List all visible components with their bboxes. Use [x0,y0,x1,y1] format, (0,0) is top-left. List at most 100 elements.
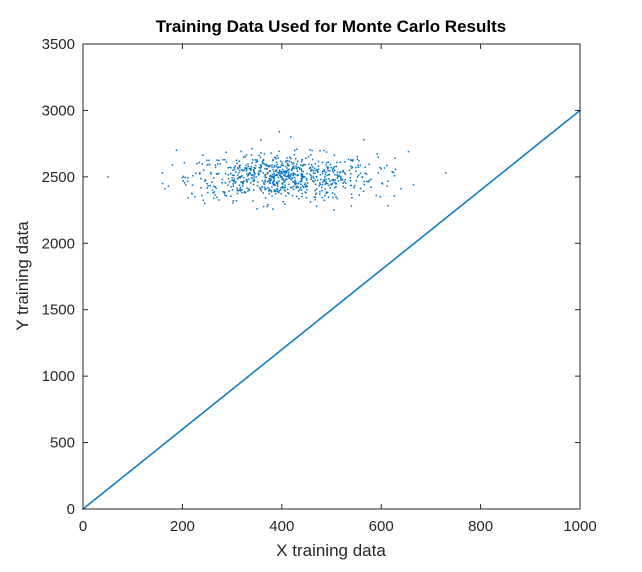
cluster-point [279,174,282,176]
linear-point [459,205,462,207]
linear-point [92,500,94,502]
cluster-point [284,190,287,192]
cluster-point [288,160,291,163]
linear-point [516,159,519,162]
cluster-point [260,165,263,168]
cluster-point [307,155,310,158]
linear-point [345,297,348,299]
cluster-point [299,186,302,189]
cluster-point [268,166,270,168]
cluster-point [286,164,289,166]
linear-point [319,317,322,320]
linear-point [123,475,125,478]
cluster-point [285,170,288,172]
linear-point [169,438,172,440]
cluster-point [276,154,279,157]
cluster-point [325,178,328,181]
linear-point [499,173,502,175]
linear-point [170,437,173,439]
cluster-point [300,172,303,175]
linear-point [498,174,501,176]
linear-point [270,357,272,360]
cluster-point [304,164,306,166]
cluster-point [248,167,251,170]
cluster-point [247,163,249,165]
cluster-point [267,171,269,174]
cluster-point [364,166,367,168]
cluster-point [268,165,270,167]
cluster-point [230,167,232,169]
cluster-point [247,188,250,190]
cluster-point [278,150,280,153]
cluster-point [306,172,308,175]
linear-point [513,162,516,164]
linear-point [276,352,278,355]
plot-area-frame [82,43,581,510]
cluster-point [199,171,201,174]
cluster-point [335,186,337,188]
cluster-point [321,172,324,175]
cluster-point [331,196,334,199]
cluster-point [304,182,307,184]
linear-point [231,388,233,391]
cluster-point [268,189,271,191]
cluster-point [229,166,231,169]
linear-point [289,341,292,344]
linear-point [140,461,143,463]
cluster-point [204,179,207,181]
cluster-point [287,175,289,177]
linear-point [202,411,205,414]
cluster-point [213,185,215,188]
linear-point [550,132,552,135]
linear-point [495,176,498,179]
linear-point [408,246,410,249]
linear-point [218,399,220,401]
cluster-point [301,173,303,175]
cluster-point [359,172,362,175]
linear-point [419,238,421,240]
cluster-point [275,173,278,176]
linear-point [491,179,494,182]
cluster-point [213,191,216,193]
linear-point [105,489,107,492]
linear-point [107,488,109,490]
cluster-point [300,168,303,170]
cluster-point [265,163,268,166]
linear-point [485,184,488,187]
linear-point [541,139,543,142]
cluster-point [212,192,214,194]
cluster-point [291,177,293,179]
cluster-point [264,179,266,181]
cluster-point [350,193,353,195]
cluster-point [289,175,291,178]
cluster-point [245,178,248,181]
cluster-point [273,164,276,167]
cluster-point [314,193,317,196]
cluster-point [191,192,193,195]
cluster-point [317,165,320,167]
linear-point [436,224,438,226]
cluster-point [243,191,246,193]
cluster-point [224,194,226,197]
cluster-point [358,194,361,196]
cluster-point [325,191,328,193]
linear-point [294,337,297,340]
cluster-point [253,171,255,174]
cluster-point [255,164,257,167]
cluster-point [293,176,296,179]
linear-point [460,204,463,207]
cluster-point [311,168,313,171]
cluster-point [276,190,279,193]
linear-point [570,116,572,119]
linear-point [487,183,490,185]
cluster-point [107,176,109,178]
linear-point [423,234,425,237]
linear-point [201,412,204,415]
cluster-point [251,174,254,176]
cluster-point [332,180,335,182]
cluster-point [288,183,290,186]
linear-point [291,340,294,342]
linear-point [323,314,326,317]
cluster-point [387,205,389,207]
cluster-point [290,161,293,164]
